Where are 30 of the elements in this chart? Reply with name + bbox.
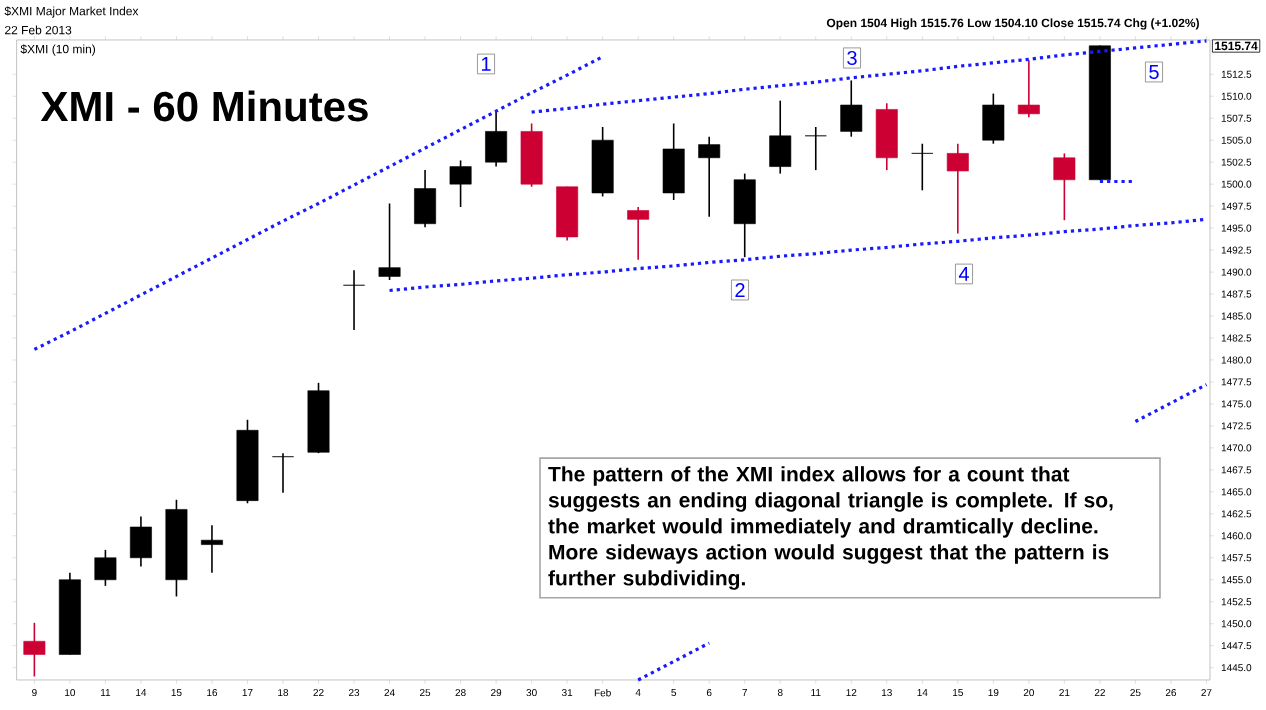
candlestick — [627, 206, 650, 261]
candlestick — [272, 452, 294, 494]
candlestick — [662, 122, 685, 201]
candlestick — [982, 92, 1005, 145]
candlestick — [23, 622, 46, 678]
candlestick — [804, 126, 827, 171]
candlestick — [911, 142, 934, 192]
candlestick — [129, 515, 152, 568]
annotation: 5 — [1149, 64, 1159, 79]
candlestick — [378, 202, 401, 281]
line-series — [387, 217, 1209, 293]
candlestick — [449, 159, 472, 208]
text: XMI - 60 Minutes — [40, 90, 368, 122]
candlestick — [343, 269, 365, 331]
annotation: 3 — [847, 50, 857, 66]
candlestick — [733, 172, 756, 258]
candlestick — [1053, 152, 1076, 221]
candlestick — [201, 524, 223, 574]
candlestick — [414, 169, 437, 229]
candlestick — [485, 109, 508, 168]
candlestick — [769, 99, 792, 175]
candlestick — [94, 549, 117, 587]
annotation: The pattern of the XMI index allows for a count that suggests an ending diagonal triangle is complete. If so, the market would immediately and dramtically decline. More sideways action would suggest that the pattern is further subdividing. — [548, 466, 1113, 590]
annotation: 4 — [958, 267, 969, 281]
candlestick — [840, 79, 863, 138]
candlestick — [698, 135, 721, 218]
annotation: 1 — [481, 57, 491, 71]
candlestick — [946, 142, 969, 235]
candlestick — [1017, 59, 1040, 119]
annotation: 2 — [735, 283, 745, 297]
